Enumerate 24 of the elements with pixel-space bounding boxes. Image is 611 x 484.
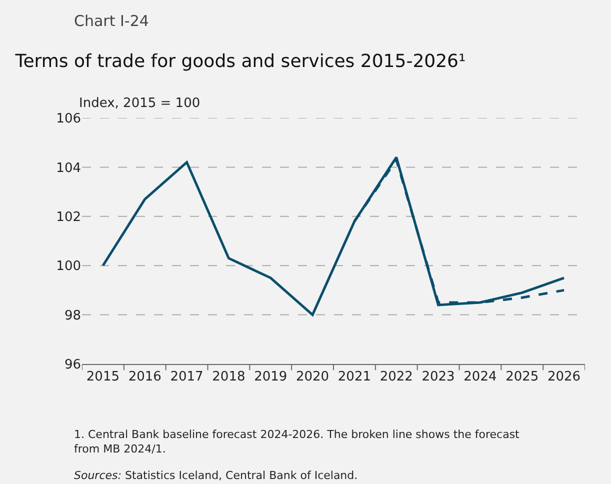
x-tick-label: 2017 [170,370,204,385]
x-tick-label: 2015 [86,370,120,385]
y-tick-label: 104 [56,160,81,176]
x-tick-label: 2023 [422,370,455,385]
x-tick-label: 2018 [212,370,246,385]
chart-title: Terms of trade for goods and services 2015-2026¹ [14,50,466,72]
x-tick-label: 2019 [254,370,288,385]
x-tick-label: 2022 [380,370,413,385]
y-tick-label: 98 [64,308,81,324]
x-tick-label: 2016 [128,370,162,385]
line-series [102,156,566,316]
y-tick-label: 96 [64,358,81,373]
y-axis-title: Index, 2015 = 100 [79,96,200,111]
x-tick-label: 2020 [296,370,330,385]
chart-subtitle: Chart I-24 [74,12,149,30]
text: 1. Central Bank baseline forecast 2024-2026. The broken line shows the forecast from MB 2024/1. [74,428,520,456]
x-tick-label: 2026 [547,370,581,385]
x-tick-label: 2021 [338,370,372,385]
y-tick-label: 106 [56,112,81,127]
y-tick-label: 100 [56,259,81,274]
x-tick-label: 2025 [506,370,539,385]
y-tick-label: 102 [56,210,81,225]
source-note: Sources: Statistics Iceland, Central Bank of Iceland. [74,469,358,482]
x-tick-label: 2024 [464,370,497,385]
